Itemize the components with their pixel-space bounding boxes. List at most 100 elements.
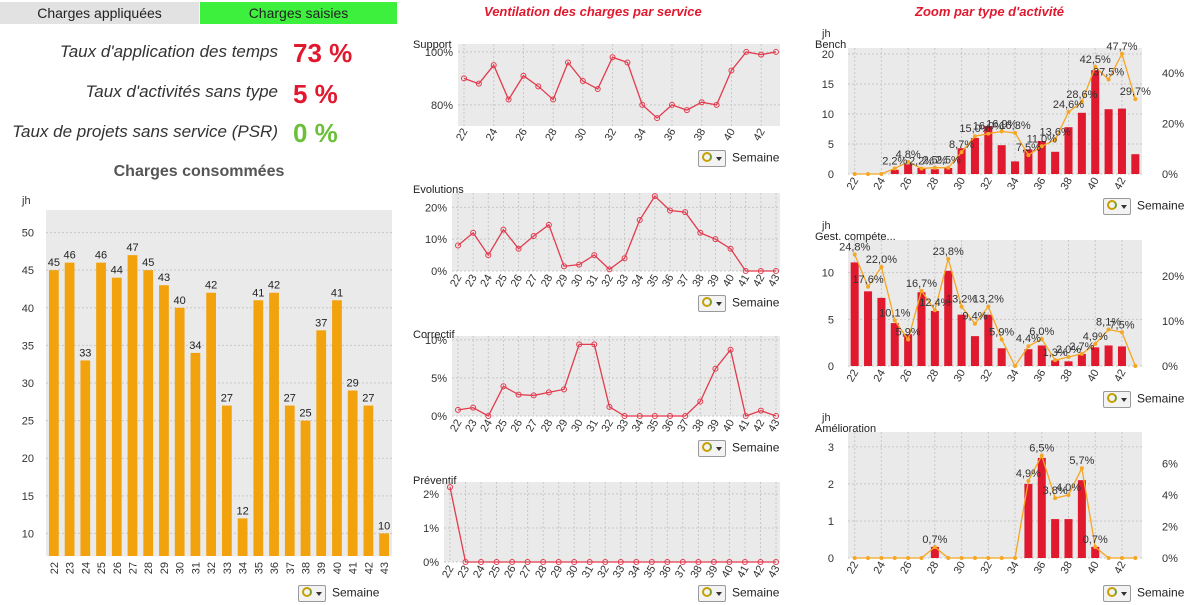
data-label: 2,5% <box>922 155 947 167</box>
data-point <box>505 96 512 103</box>
week-selector-evolutions[interactable]: Semaine <box>698 295 779 313</box>
bar <box>253 300 264 556</box>
bar <box>1091 347 1100 366</box>
data-point <box>741 559 748 565</box>
data-point <box>636 413 643 419</box>
y-tick-label: 0% <box>431 411 447 423</box>
x-tick-label: 29 <box>549 564 566 581</box>
data-label: 8,1% <box>1096 317 1121 329</box>
data-point <box>946 165 951 170</box>
tab-charges-appliquees[interactable]: Charges appliquées <box>0 2 199 24</box>
week-selector-gestcomp[interactable]: Semaine <box>1103 391 1184 409</box>
data-point <box>1119 51 1124 56</box>
y2-tick-label: 0% <box>1162 553 1178 565</box>
data-point <box>1039 337 1044 341</box>
data-point <box>447 484 453 491</box>
bar <box>1077 112 1086 174</box>
week-selector-label: Semaine <box>1137 391 1185 406</box>
data-point <box>493 559 500 565</box>
week-selector-amelioration[interactable]: Semaine <box>1103 585 1184 603</box>
cycle-dropdown-icon[interactable] <box>698 295 726 312</box>
data-label: 42,5% <box>1080 54 1111 66</box>
bar <box>316 330 327 556</box>
week-selector-support[interactable]: Semaine <box>698 150 779 168</box>
x-tick-label: 29 <box>554 418 571 435</box>
y-tick-label: 30 <box>22 378 34 390</box>
week-selector-consumed[interactable]: Semaine <box>298 585 379 603</box>
x-tick-label: 32 <box>600 273 617 290</box>
cycle-dropdown-icon[interactable] <box>1103 391 1131 408</box>
data-label: 4,8% <box>896 149 921 161</box>
x-tick-label: 32 <box>206 562 218 574</box>
data-point <box>535 83 542 90</box>
x-tick-label: 24 <box>478 273 495 290</box>
data-point <box>455 406 461 413</box>
x-tick-label: 34 <box>626 564 643 581</box>
data-point <box>892 166 897 171</box>
bar <box>332 300 342 556</box>
data-point <box>866 172 871 176</box>
cycle-dropdown-icon[interactable] <box>1103 585 1131 602</box>
tab-charges-saisies[interactable]: Charges saisies <box>200 2 397 24</box>
data-point <box>1106 327 1111 332</box>
x-tick-label: 37 <box>675 273 692 290</box>
bar <box>944 168 953 174</box>
week-selector-preventif[interactable]: Semaine <box>698 585 779 603</box>
bar <box>904 334 913 366</box>
bar <box>997 145 1006 174</box>
cycle-dropdown-icon[interactable] <box>698 150 726 167</box>
y-tick-label: 1% <box>423 523 439 535</box>
data-point <box>712 236 719 243</box>
y2-tick-label: 4% <box>1162 490 1178 502</box>
data-label: 0,7% <box>1083 534 1108 546</box>
data-point <box>520 72 527 79</box>
data-label: 2,0% <box>1056 344 1081 356</box>
x-tick-label: 22 <box>845 368 862 385</box>
data-point <box>455 242 461 249</box>
x-tick-label: 35 <box>645 418 662 435</box>
week-selector-label: Semaine <box>1137 198 1185 213</box>
data-point <box>757 407 764 414</box>
x-tick-label: 28 <box>543 127 560 144</box>
y-tick-label: 35 <box>22 340 34 352</box>
cycle-dropdown-icon[interactable] <box>1103 198 1131 215</box>
x-tick-label: 42 <box>1112 560 1129 577</box>
data-label: 4,4% <box>1016 333 1041 345</box>
x-tick-label: 28 <box>143 562 155 574</box>
data-point <box>999 337 1004 342</box>
data-label: 2,2% <box>882 155 907 167</box>
y-tick-label: 2 <box>828 479 834 491</box>
cycle-dropdown-icon[interactable] <box>298 585 326 602</box>
data-label: 16,9% <box>986 118 1017 130</box>
cycle-dropdown-icon[interactable] <box>698 585 726 602</box>
data-label: 4,0% <box>1056 482 1081 494</box>
data-point <box>866 556 871 560</box>
data-label: 8,7% <box>949 139 974 151</box>
data-point <box>906 556 911 560</box>
y-tick-label: 10% <box>425 335 447 347</box>
cycle-dropdown-icon[interactable] <box>698 440 726 457</box>
y2-tick-label: 20% <box>1162 119 1184 131</box>
bar <box>1024 149 1033 174</box>
y-tick-label: 25 <box>22 416 34 428</box>
data-label: 37,5% <box>1093 67 1124 79</box>
series-line <box>854 52 1136 175</box>
data-point <box>594 85 601 92</box>
data-point <box>524 559 531 565</box>
data-point <box>972 556 977 560</box>
chart-title: Evolutions <box>413 184 464 196</box>
data-label: 6,0% <box>1029 326 1054 338</box>
data-point <box>697 398 704 405</box>
data-label: 9,4% <box>962 311 987 323</box>
x-tick-label: 26 <box>898 560 915 577</box>
data-point <box>683 107 690 114</box>
y-tick-label: 80% <box>431 100 453 112</box>
week-selector-bench[interactable]: Semaine <box>1103 198 1184 216</box>
x-tick-label: 30 <box>569 273 586 290</box>
data-point <box>602 559 609 565</box>
data-label: 5,9% <box>896 326 921 338</box>
week-selector-correctif[interactable]: Semaine <box>698 440 779 458</box>
data-label: 16,3% <box>999 120 1030 132</box>
chart-title: Bench <box>815 39 846 51</box>
data-point <box>757 268 764 274</box>
